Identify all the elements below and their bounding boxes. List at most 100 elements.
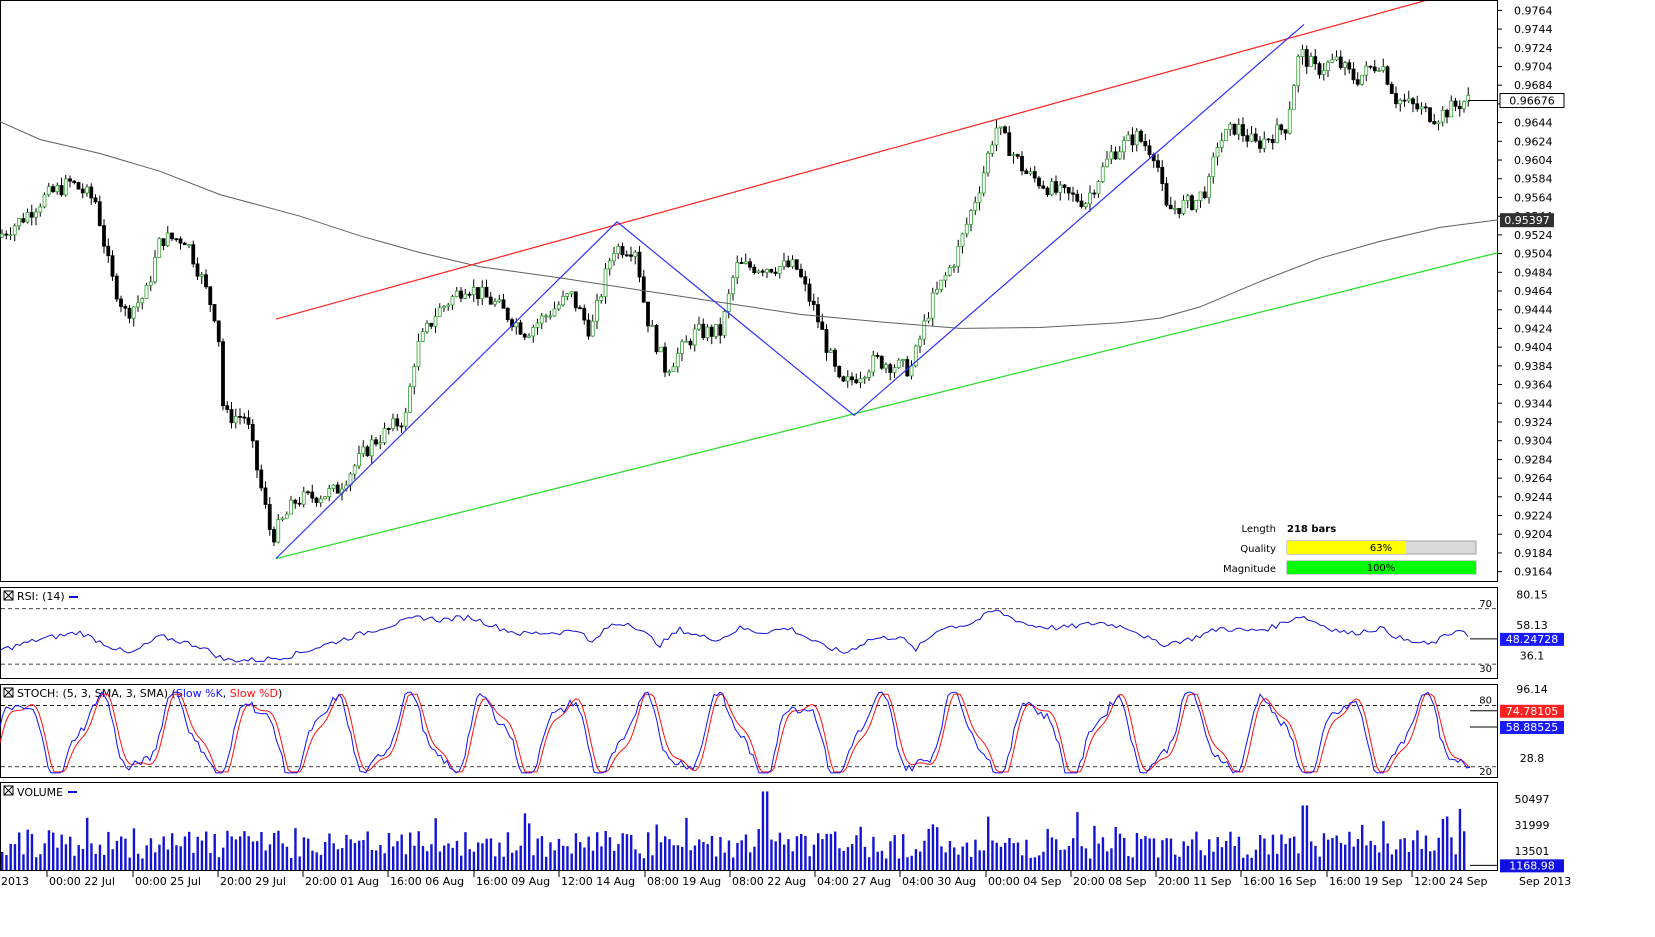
volume-bar <box>464 832 467 870</box>
candle-bear <box>709 326 714 337</box>
candle-bear <box>1066 187 1071 194</box>
candle-bull <box>1198 191 1203 201</box>
volume-bar <box>336 849 340 870</box>
volume-bar <box>1242 857 1245 870</box>
volume-bar <box>1441 818 1445 870</box>
candle-bull <box>612 253 616 262</box>
candle-bear <box>1071 192 1075 195</box>
candle-bull <box>1100 166 1105 182</box>
volume-bar <box>1373 845 1377 870</box>
volume-bar <box>1344 844 1347 870</box>
candle-bull <box>633 251 638 257</box>
candle-bear <box>820 321 825 330</box>
volume-bar <box>120 836 123 870</box>
candle-bear <box>459 290 463 299</box>
volume-bar <box>1114 827 1117 870</box>
volume-bar <box>906 857 909 870</box>
volume-bar <box>936 827 939 870</box>
candle-bear <box>739 262 744 264</box>
volume-bar <box>5 855 8 870</box>
candle-bull <box>1096 181 1101 194</box>
volume-bar <box>1165 838 1168 870</box>
volume-bar <box>1267 854 1270 870</box>
volume-bar <box>893 835 896 870</box>
volume-bar <box>498 842 501 870</box>
volume-bar <box>880 850 884 870</box>
candle-bear <box>1415 103 1420 110</box>
volume-bar <box>1318 856 1321 870</box>
volume-bar <box>761 791 765 870</box>
candle-bear <box>263 487 268 505</box>
volume-bar <box>52 832 55 870</box>
volume-bar <box>281 843 284 870</box>
stoch-title-text: STOCH: (5, 3, SMA, 3, SMA) <box>17 687 168 700</box>
volume-bar <box>783 844 786 870</box>
last-price-badge <box>1499 93 1565 109</box>
candle-bull <box>548 315 553 318</box>
volume-bar <box>672 845 675 870</box>
volume-bar <box>18 832 21 870</box>
x-tick-label: 04:00 27 Aug <box>817 875 891 888</box>
zigzag-pattern-line <box>275 23 1305 559</box>
volume-bar <box>409 832 412 870</box>
volume-bar <box>345 834 348 870</box>
volume-bar <box>1322 833 1326 870</box>
candle-bull <box>46 186 51 196</box>
volume-bar <box>154 852 157 870</box>
candle-bear <box>811 300 816 305</box>
candle-bull <box>918 338 922 347</box>
volume-bar <box>213 833 216 870</box>
volume-bar <box>1021 855 1024 870</box>
price-y-axis: 0.9164 0.9184 0.9204 0.9224 0.9244 0.9264 0.92… <box>1497 4 1553 579</box>
x-tick-label: 12:00 24 Sep <box>1414 875 1487 888</box>
candle-bull <box>935 289 939 294</box>
volume-bar <box>1233 846 1236 870</box>
volume-bar <box>1314 845 1317 870</box>
volume-bar <box>511 852 514 870</box>
x-tick-label: 16:00 09 Aug <box>476 875 550 888</box>
volume-bar <box>353 843 357 870</box>
volume-bar <box>307 838 310 870</box>
candle-bear <box>386 428 391 430</box>
candle-bear <box>1113 151 1118 160</box>
volume-bar <box>1463 831 1466 870</box>
candle-bull <box>1185 195 1190 201</box>
candle-bull <box>1126 134 1131 141</box>
volume-bar <box>1093 825 1096 870</box>
candle-bull <box>1449 100 1454 118</box>
volume-bar <box>77 845 80 870</box>
candle-bear <box>250 423 255 442</box>
volume-bar <box>1161 840 1164 870</box>
x-tick-label: 00:00 25 Jul <box>135 875 201 888</box>
volume-bar <box>383 853 386 870</box>
candle-bull <box>998 126 1003 129</box>
quality-value: 63% <box>1370 543 1392 554</box>
rsi-axis-label: 36.1 <box>1520 650 1545 663</box>
x-tick-label: 00:00 22 Jul <box>49 875 115 888</box>
price-tick-label: 0.9684 <box>1514 79 1553 92</box>
candle-bull <box>926 317 931 322</box>
candle-bull <box>187 244 191 247</box>
volume-bar <box>715 856 718 870</box>
candle-bear <box>221 341 225 407</box>
candle-bull <box>165 232 170 247</box>
price-tick-label: 0.9564 <box>1514 191 1553 204</box>
candle-bear <box>212 304 217 322</box>
candle-bear <box>803 276 808 285</box>
moving-average-line <box>0 121 1499 329</box>
candle-bull <box>55 185 60 193</box>
volume-bar <box>86 817 89 870</box>
price-tick-label: 0.9184 <box>1514 547 1553 560</box>
x-tick-label: 16:00 06 Aug <box>390 875 464 888</box>
volume-bar <box>698 839 701 870</box>
candle-bull <box>148 281 153 286</box>
volume-bar <box>1076 812 1079 870</box>
volume-bar <box>621 833 624 870</box>
volume-bar <box>685 817 688 870</box>
candle-bull <box>131 306 136 319</box>
candle-bull <box>425 322 429 333</box>
volume-bar <box>1390 854 1394 870</box>
candle-bear <box>1130 134 1135 146</box>
volume-bar <box>1182 841 1185 870</box>
volume-bar <box>175 845 178 870</box>
